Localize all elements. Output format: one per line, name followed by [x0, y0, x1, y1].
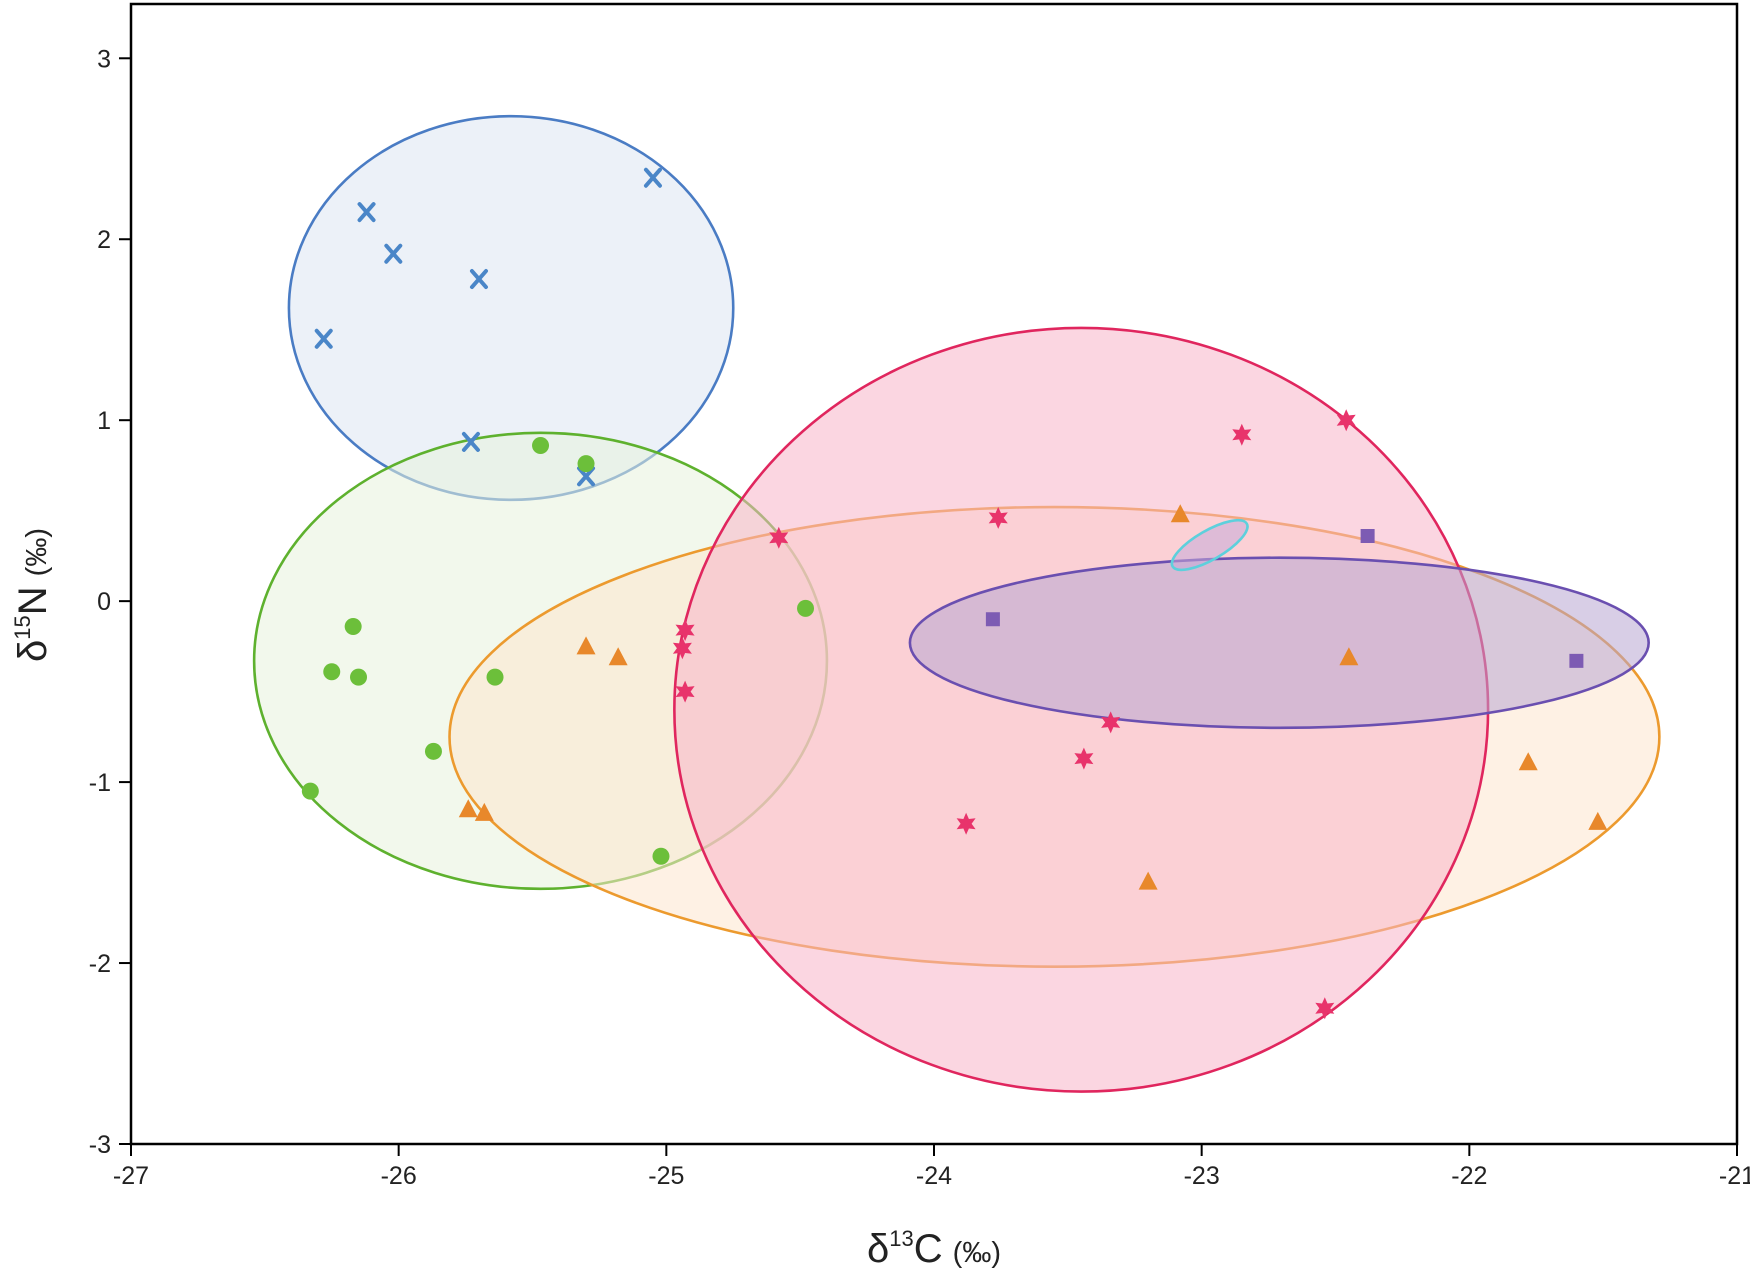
data-point-star [988, 506, 1008, 529]
data-point-cross [643, 167, 662, 188]
y-tick-label: -3 [89, 1131, 111, 1159]
y-tick-label: -2 [89, 950, 111, 978]
data-point-square [1360, 529, 1375, 543]
y-tick-label: 0 [97, 588, 111, 616]
data-point-triangle [1588, 811, 1608, 830]
y-axis-title: δ15N(‰) [10, 528, 55, 662]
x-tick-label: -21 [1719, 1162, 1750, 1190]
data-point-cross [461, 431, 480, 452]
data-point-star [1101, 711, 1121, 734]
data-point-cross [384, 243, 403, 264]
data-point-star [1336, 409, 1356, 432]
data-point-circle [577, 455, 595, 473]
ellipse-layer [252, 114, 1661, 1093]
ellipse-square-group [908, 556, 1650, 730]
data-point-star [769, 526, 789, 549]
data-point-star [1074, 747, 1094, 770]
data-point-circle [301, 782, 319, 800]
data-point-circle [323, 663, 341, 681]
x-tick-label: -25 [648, 1162, 684, 1190]
data-point-cross [469, 269, 488, 290]
data-point-circle [532, 437, 550, 455]
x-tick-label: -26 [381, 1162, 417, 1190]
data-point-star [1232, 423, 1252, 446]
data-point-circle [350, 668, 368, 686]
data-point-triangle [458, 799, 478, 818]
x-tick-label: -27 [113, 1162, 149, 1190]
point-layer [301, 167, 1608, 1020]
data-point-star [956, 812, 976, 835]
y-tick-label: -1 [89, 769, 111, 797]
data-point-cross [357, 202, 376, 223]
y-axis-ticks: -3 -2 -1 0 1 2 3 [89, 45, 131, 1159]
x-tick-label: -23 [1184, 1162, 1220, 1190]
data-point-triangle [1170, 504, 1190, 523]
data-point-star [672, 637, 692, 660]
y-tick-label: 1 [97, 407, 111, 435]
data-point-circle [797, 599, 815, 617]
x-tick-label: -24 [916, 1162, 952, 1190]
data-point-cross [314, 328, 333, 349]
data-point-triangle [1339, 647, 1359, 666]
data-point-triangle [1518, 752, 1538, 771]
data-point-circle [344, 617, 362, 635]
ellipse-none-group [1170, 518, 1249, 572]
data-point-square [1569, 653, 1584, 668]
data-point-star [675, 680, 695, 703]
data-point-triangle [576, 636, 596, 655]
data-point-circle [486, 668, 504, 686]
data-point-circle [652, 847, 670, 865]
data-point-square [985, 612, 1000, 627]
data-point-star [1315, 997, 1335, 1020]
x-axis-title: δ13C (‰) [867, 1226, 1001, 1271]
y-tick-label: 3 [97, 45, 111, 73]
data-point-triangle [608, 647, 628, 666]
x-tick-label: -22 [1451, 1162, 1487, 1190]
data-point-cross [577, 466, 596, 487]
data-point-triangle [1138, 871, 1158, 890]
data-point-star [675, 619, 695, 642]
data-point-triangle [474, 802, 494, 821]
y-tick-label: 2 [97, 226, 111, 254]
x-axis-ticks: -27 -26 -25 -24 -23 -22 -21 [113, 1144, 1750, 1190]
data-point-circle [424, 742, 442, 760]
